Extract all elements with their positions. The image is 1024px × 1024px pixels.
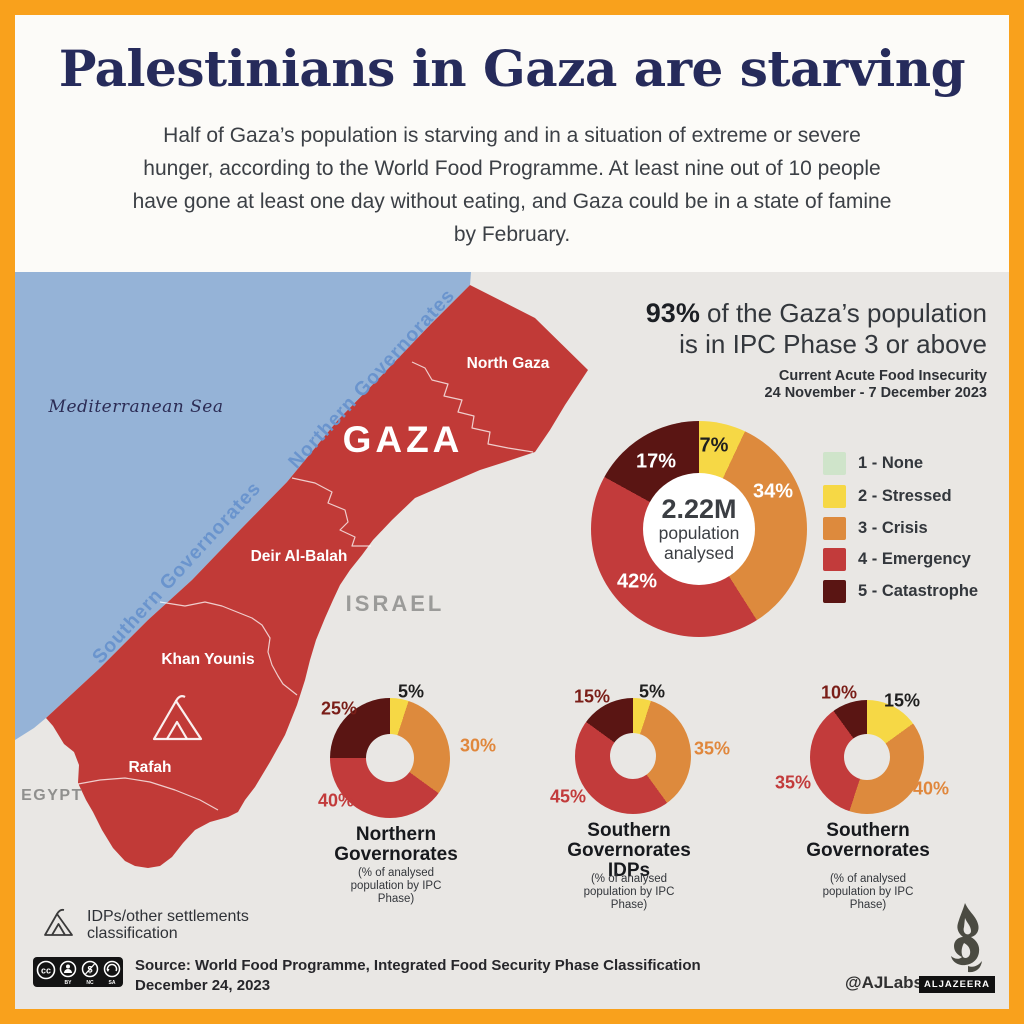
donut-percent-label: 35%	[693, 738, 731, 759]
legend-swatch-crisis	[823, 517, 846, 540]
donut-percent-label: 35%	[774, 772, 812, 793]
donut-percent-label: 30%	[459, 735, 497, 756]
legend-swatch-emergency	[823, 548, 846, 571]
donut-percent-label: 25%	[320, 698, 358, 719]
mediterranean-sea-shape	[15, 272, 471, 740]
intro-line: have gone at least one day without eatin…	[132, 190, 892, 213]
donut-percent-label: 7%	[699, 434, 729, 457]
idps-note-line2: classification	[87, 925, 178, 942]
donut-hole	[366, 734, 414, 782]
mediterranean-sea-label: Mediterranean Sea	[48, 397, 224, 417]
source-line2: December 24, 2023	[135, 977, 271, 994]
donut-percent-label: 40%	[317, 790, 355, 811]
cc-license-badge-icon: cc $ BY NC SA	[33, 957, 123, 987]
headline-93pct: 93% of the Gaza’s population is in IPC P…	[646, 298, 987, 360]
infographic-canvas: Palestinians in Gaza are starving Half o…	[15, 15, 1009, 1009]
legend-item-stressed: 2 - Stressed	[823, 485, 952, 508]
svg-text:SA: SA	[109, 980, 116, 986]
donut-subtitle: (% of analysed population by IPC Phase)	[350, 867, 442, 905]
main-donut-chart: 2.22M population analysed	[591, 421, 807, 637]
legend-label: 5 - Catastrophe	[858, 582, 979, 600]
intro-line: Half of Gaza’s population is starving an…	[163, 124, 861, 147]
donut-hole	[844, 734, 890, 780]
donut-percent-label: 42%	[616, 570, 658, 593]
khan-younis-label: Khan Younis	[161, 651, 254, 668]
donut-percent-label: 5%	[397, 681, 425, 702]
legend-item-emergency: 4 - Emergency	[823, 548, 971, 571]
svg-text:NC: NC	[86, 980, 94, 986]
donut-percent-label: 17%	[635, 450, 677, 473]
intro-line: hunger, according to the World Food Prog…	[143, 157, 881, 180]
chart-subtitle-line1: Current Acute Food Insecurity	[778, 368, 987, 384]
aljazeera-logo-icon	[951, 903, 982, 973]
donut-title: Southern Governorates	[806, 820, 930, 861]
legend-label: 1 - None	[858, 454, 924, 472]
northern-governorates-donut	[330, 698, 450, 818]
tent-icon	[152, 695, 203, 741]
gaza-map: Mediterranean Sea Northern Governorates …	[15, 272, 588, 868]
donut-subtitle: (% of analysed population by IPC Phase)	[822, 873, 914, 911]
donut-subtitle: (% of analysed population by IPC Phase)	[583, 873, 675, 911]
tent-legend-icon	[44, 908, 73, 936]
donut-percent-label: 34%	[752, 480, 794, 503]
gaza-strip-shape	[46, 285, 588, 868]
donut-percent-label: 15%	[573, 686, 611, 707]
idps-note-line1: IDPs/other settlements	[87, 908, 249, 925]
headline-stat: 93%	[645, 298, 700, 328]
donut-title: Northern Governorates	[334, 824, 458, 865]
legend-label: 3 - Crisis	[858, 519, 928, 537]
donut-title: Southern Governorates IDPs	[567, 820, 691, 881]
headline-line2: is in IPC Phase 3 or above	[679, 329, 987, 359]
population-analysed-caption: analysed	[663, 543, 735, 563]
svg-text:BY: BY	[65, 980, 73, 986]
donut-percent-label: 10%	[820, 682, 858, 703]
chart-subtitle-line2: 24 November - 7 December 2023	[764, 385, 987, 401]
donut-percent-label: 40%	[912, 778, 950, 799]
legend-swatch-catastrophe	[823, 580, 846, 603]
donut-percent-label: 15%	[883, 690, 921, 711]
population-analysed-caption: population	[658, 523, 740, 543]
southern-governorates-idps-donut	[575, 698, 691, 814]
headline-line1-rest: of the Gaza’s population	[699, 298, 987, 328]
donut-percent-label: 5%	[638, 681, 666, 702]
source-line1: Source: World Food Programme, Integrated…	[135, 957, 701, 974]
legend-item-none: 1 - None	[823, 452, 923, 475]
svg-text:cc: cc	[41, 966, 51, 976]
ajlabs-credit: @AJLabs	[845, 973, 923, 992]
israel-label: ISRAEL	[346, 591, 445, 616]
chart-subtitle: Current Acute Food Insecurity 24 Novembe…	[765, 368, 987, 402]
legend-label: 2 - Stressed	[858, 487, 952, 505]
egypt-label: EGYPT	[21, 787, 83, 804]
population-analysed-value: 2.22M	[661, 494, 737, 524]
deir-al-balah-label: Deir Al-Balah	[251, 548, 348, 565]
headline-line1: 93% of the Gaza’s population	[646, 298, 987, 329]
main-donut-center: 2.22M population analysed	[643, 473, 755, 585]
north-gaza-label: North Gaza	[467, 355, 550, 372]
legend-swatch-stressed	[823, 485, 846, 508]
legend-label: 4 - Emergency	[858, 550, 971, 568]
legend-swatch-none	[823, 452, 846, 475]
legend-item-crisis: 3 - Crisis	[823, 517, 928, 540]
legend-item-catastrophe: 5 - Catastrophe	[823, 580, 978, 603]
governorate-borders	[77, 361, 534, 811]
intro-line: by February.	[453, 223, 571, 246]
donut-hole	[610, 733, 656, 779]
rafah-label: Rafah	[128, 759, 171, 776]
southern-governorates-donut	[810, 700, 924, 814]
idps-note: IDPs/other settlements classification	[87, 908, 249, 942]
source-note: Source: World Food Programme, Integrated…	[135, 956, 701, 996]
aljazeera-wordmark: ALJAZEERA	[918, 976, 995, 993]
donut-percent-label: 45%	[549, 786, 587, 807]
gaza-label: GAZA	[343, 419, 464, 460]
page-title: Palestinians in Gaza are starving	[58, 39, 966, 98]
intro-paragraph: Half of Gaza’s population is starving an…	[15, 119, 1009, 251]
